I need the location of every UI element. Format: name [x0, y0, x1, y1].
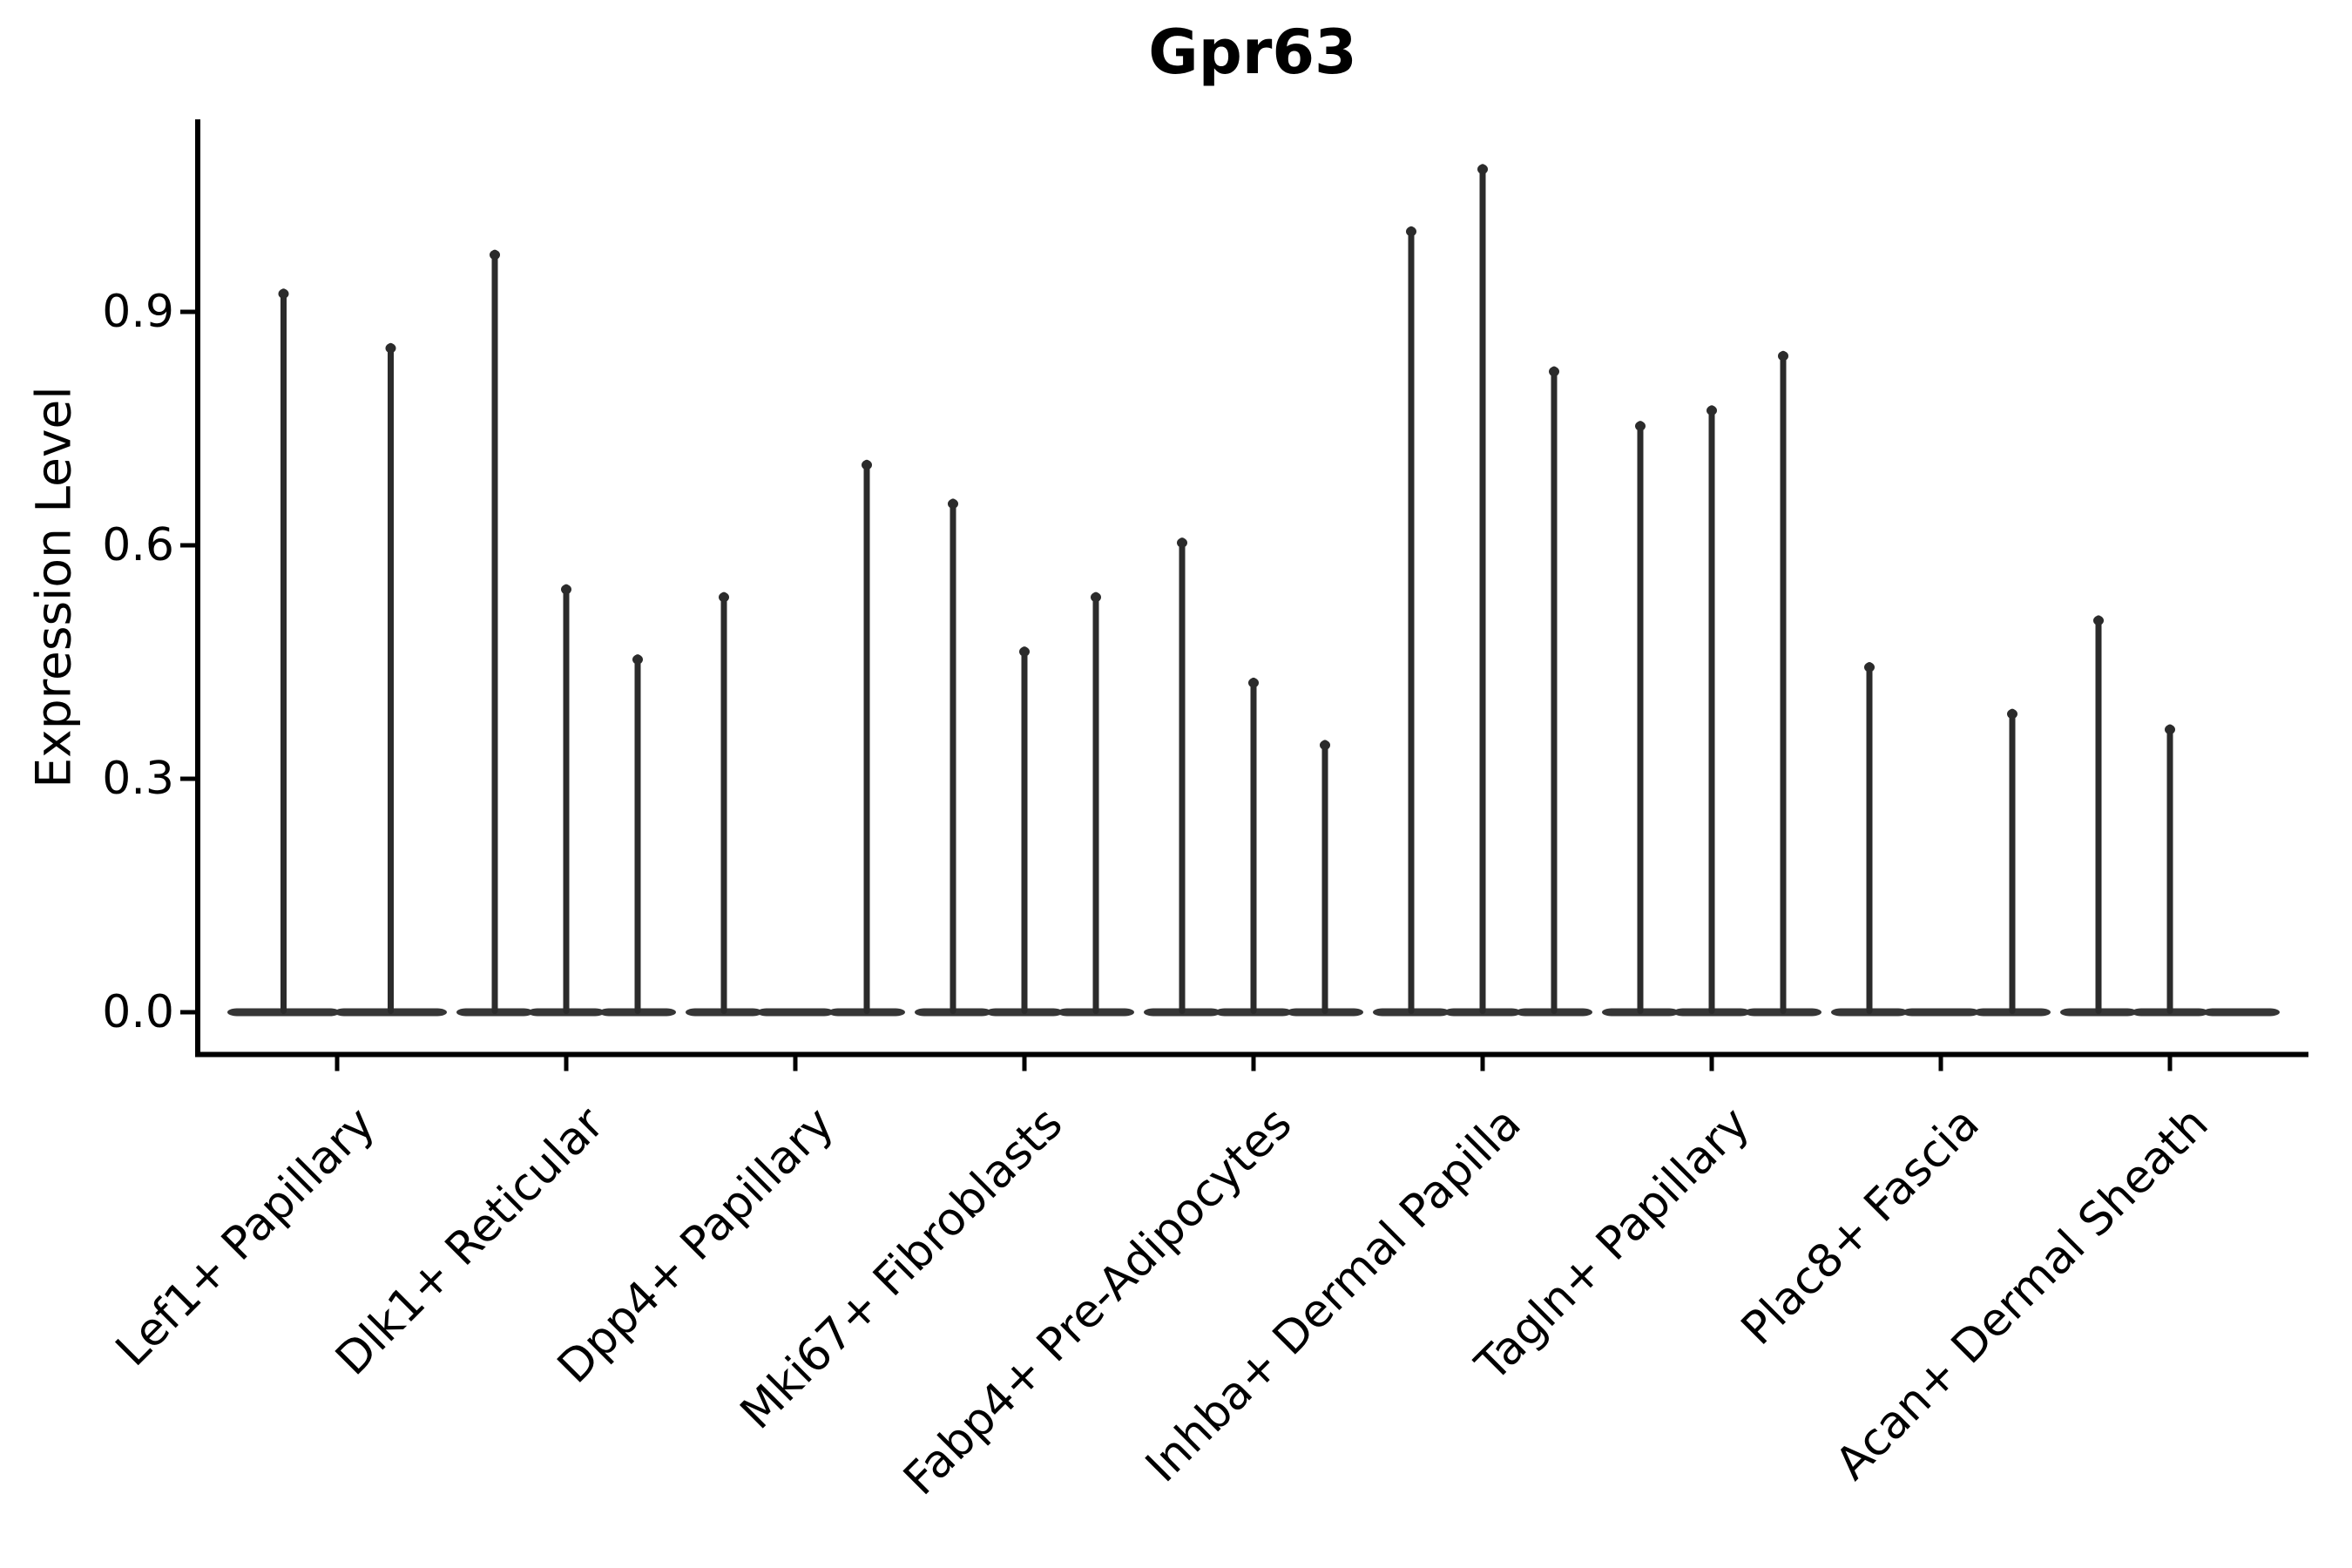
violin-spike-tip: [719, 592, 729, 603]
violin-spike: [1408, 226, 1415, 1015]
y-axis-title: Expression Level: [25, 386, 82, 788]
violin-spike: [1780, 350, 1787, 1014]
violin-spike: [491, 249, 498, 1014]
violin-spike: [1551, 366, 1558, 1014]
violin-spike: [1021, 646, 1028, 1014]
violin-base: [2203, 1008, 2280, 1017]
violin-spike-tip: [1248, 678, 1259, 688]
y-tick-label: 0.3: [102, 753, 174, 805]
violin-spike-tip: [1635, 421, 1646, 431]
violin-spike-tip: [1019, 646, 1030, 657]
violin-spike-tip: [1778, 351, 1788, 362]
violin-spike-tip: [1177, 537, 1187, 548]
violin-spike-tip: [1477, 164, 1488, 174]
violin-spike-tip: [385, 343, 396, 354]
violin-spike: [1866, 662, 1873, 1014]
plot-title: Gpr63: [1148, 17, 1357, 88]
violin-spike-tip: [278, 288, 289, 299]
violin-spike-tip: [632, 654, 643, 665]
y-tick-label: 0.9: [102, 286, 174, 339]
violin-spike: [388, 342, 394, 1015]
violin-spike: [1179, 537, 1186, 1014]
violin-spike: [863, 459, 870, 1014]
violin-spike-tip: [862, 460, 872, 470]
y-tick-label: 0.0: [102, 986, 174, 1038]
violin-base: [1903, 1008, 1979, 1017]
violin-spike-tip: [2007, 709, 2017, 720]
violin-spike: [2166, 724, 2173, 1014]
violin-base: [757, 1008, 834, 1017]
y-tick-label: 0.6: [102, 519, 174, 572]
violin-spike: [1250, 677, 1257, 1014]
violin-spike: [1637, 421, 1644, 1014]
violin-spike: [1092, 591, 1099, 1014]
violin-spike: [563, 584, 570, 1014]
violin-spike-tip: [561, 585, 571, 595]
violin-spike-tip: [1320, 740, 1330, 750]
violin-spike: [1321, 740, 1328, 1014]
violin-spike: [280, 288, 287, 1015]
violin-spike-tip: [2165, 724, 2175, 734]
violin-spike: [720, 591, 727, 1014]
violin-spike-tip: [1406, 226, 1416, 237]
violin-spike: [1708, 405, 1715, 1014]
violin-spike-tip: [2093, 615, 2104, 625]
violin-spike: [2009, 708, 2016, 1014]
violin-spike: [2095, 615, 2102, 1014]
violin-spike: [950, 498, 956, 1014]
violin-spike: [634, 654, 641, 1014]
violin-spike-tip: [490, 250, 500, 260]
violin-spike-tip: [1707, 405, 1717, 416]
violin-spike-tip: [948, 498, 958, 509]
violin-spike-tip: [1549, 367, 1559, 377]
violin-spike: [1479, 164, 1486, 1015]
violin-spike-tip: [1864, 662, 1875, 672]
violin-spike-tip: [1091, 592, 1101, 603]
